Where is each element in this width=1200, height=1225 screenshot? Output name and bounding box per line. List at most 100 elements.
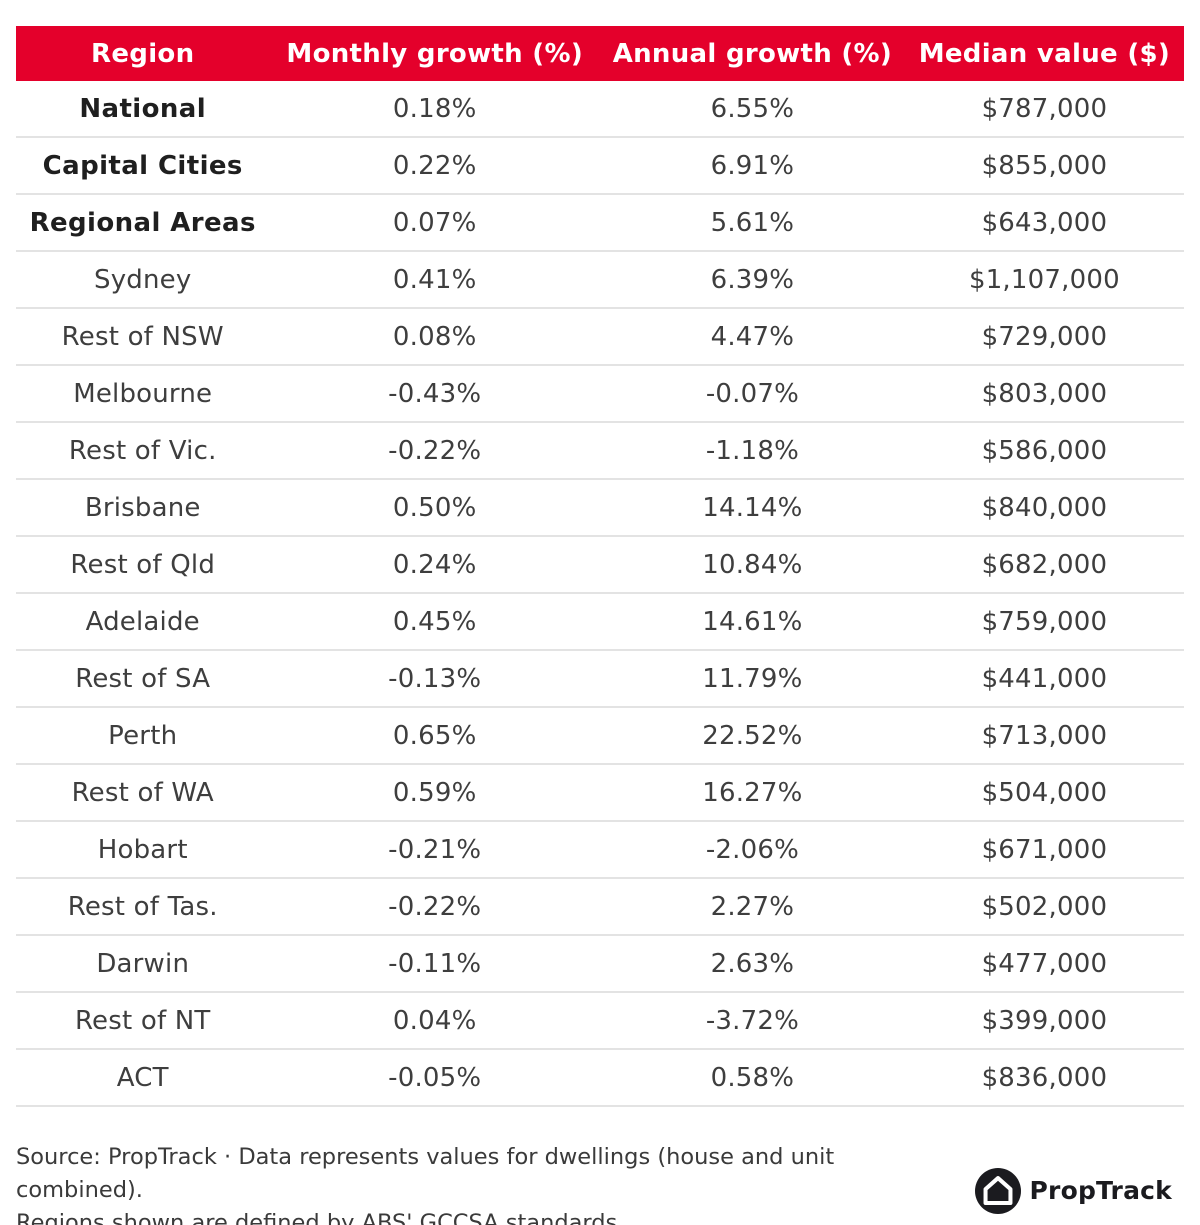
median-value-cell: $729,000 bbox=[981, 321, 1108, 352]
annual-growth-cell: 0.58% bbox=[710, 1062, 795, 1093]
monthly-growth-cell: 0.24% bbox=[392, 549, 477, 580]
median-value-cell: $643,000 bbox=[981, 207, 1108, 238]
table-row: Melbourne -0.43% -0.07% $803,000 bbox=[16, 366, 1184, 423]
table-row: Rest of Tas. -0.22% 2.27% $502,000 bbox=[16, 879, 1184, 936]
median-value-cell: $441,000 bbox=[981, 663, 1108, 694]
annual-growth-cell: 11.79% bbox=[702, 663, 803, 694]
median-value-cell: $399,000 bbox=[981, 1005, 1108, 1036]
table-row: Rest of NT 0.04% -3.72% $399,000 bbox=[16, 993, 1184, 1050]
region-cell: Sydney bbox=[93, 264, 192, 295]
table-row: Rest of Vic. -0.22% -1.18% $586,000 bbox=[16, 423, 1184, 480]
median-value-cell: $836,000 bbox=[981, 1062, 1108, 1093]
table-body: National 0.18% 6.55% $787,000 Capital Ci… bbox=[16, 81, 1184, 1107]
table-header: Region Monthly growth (%) Annual growth … bbox=[16, 26, 1184, 81]
monthly-growth-cell: 0.50% bbox=[392, 492, 477, 523]
monthly-growth-cell: 0.45% bbox=[392, 606, 477, 637]
table-row: Capital Cities 0.22% 6.91% $855,000 bbox=[16, 138, 1184, 195]
table-row: Rest of Qld 0.24% 10.84% $682,000 bbox=[16, 537, 1184, 594]
region-cell: Rest of Qld bbox=[70, 549, 216, 580]
house-icon bbox=[974, 1167, 1021, 1214]
column-header-region: Region bbox=[91, 38, 195, 69]
annual-growth-cell: -1.18% bbox=[705, 435, 799, 466]
table-row: Perth 0.65% 22.52% $713,000 bbox=[16, 708, 1184, 765]
table-row: Sydney 0.41% 6.39% $1,107,000 bbox=[16, 252, 1184, 309]
median-value-cell: $504,000 bbox=[981, 777, 1108, 808]
monthly-growth-cell: 0.41% bbox=[392, 264, 477, 295]
monthly-growth-cell: -0.13% bbox=[388, 663, 482, 694]
annual-growth-cell: 2.27% bbox=[710, 891, 795, 922]
region-cell: Rest of SA bbox=[75, 663, 211, 694]
monthly-growth-cell: -0.22% bbox=[388, 435, 482, 466]
region-cell: Capital Cities bbox=[42, 150, 243, 181]
table-row: National 0.18% 6.55% $787,000 bbox=[16, 81, 1184, 138]
region-cell: Darwin bbox=[96, 948, 190, 979]
region-cell: Rest of Tas. bbox=[67, 891, 218, 922]
median-value-cell: $1,107,000 bbox=[968, 264, 1120, 295]
monthly-growth-cell: -0.21% bbox=[388, 834, 482, 865]
monthly-growth-cell: 0.22% bbox=[392, 150, 477, 181]
median-value-cell: $477,000 bbox=[981, 948, 1108, 979]
monthly-growth-cell: -0.22% bbox=[388, 891, 482, 922]
annual-growth-cell: 10.84% bbox=[702, 549, 803, 580]
property-growth-table: Region Monthly growth (%) Annual growth … bbox=[16, 26, 1184, 1107]
source-note: Source: PropTrack · Data represents valu… bbox=[16, 1141, 955, 1225]
region-cell: ACT bbox=[116, 1062, 169, 1093]
median-value-cell: $502,000 bbox=[981, 891, 1108, 922]
region-cell: National bbox=[79, 93, 207, 124]
monthly-growth-cell: 0.04% bbox=[392, 1005, 477, 1036]
table-row: Regional Areas 0.07% 5.61% $643,000 bbox=[16, 195, 1184, 252]
annual-growth-cell: 22.52% bbox=[702, 720, 803, 751]
median-value-cell: $671,000 bbox=[981, 834, 1108, 865]
table-row: Rest of WA 0.59% 16.27% $504,000 bbox=[16, 765, 1184, 822]
region-cell: Hobart bbox=[97, 834, 188, 865]
proptrack-wordmark: PropTrack bbox=[1029, 1176, 1172, 1205]
table-row: Rest of SA -0.13% 11.79% $441,000 bbox=[16, 651, 1184, 708]
region-cell: Adelaide bbox=[85, 606, 200, 637]
monthly-growth-cell: -0.11% bbox=[388, 948, 482, 979]
median-value-cell: $713,000 bbox=[981, 720, 1108, 751]
median-value-cell: $586,000 bbox=[981, 435, 1108, 466]
annual-growth-cell: 2.63% bbox=[710, 948, 795, 979]
median-value-cell: $787,000 bbox=[981, 93, 1108, 124]
monthly-growth-cell: -0.05% bbox=[388, 1062, 482, 1093]
monthly-growth-cell: 0.08% bbox=[392, 321, 477, 352]
table-row: Rest of NSW 0.08% 4.47% $729,000 bbox=[16, 309, 1184, 366]
annual-growth-cell: -3.72% bbox=[705, 1005, 799, 1036]
column-header-annual-growth: Annual growth (%) bbox=[612, 38, 893, 69]
annual-growth-cell: 5.61% bbox=[710, 207, 795, 238]
monthly-growth-cell: 0.59% bbox=[392, 777, 477, 808]
monthly-growth-cell: 0.18% bbox=[392, 93, 477, 124]
footer: Source: PropTrack · Data represents valu… bbox=[0, 1107, 1200, 1225]
region-cell: Regional Areas bbox=[29, 207, 256, 238]
annual-growth-cell: 6.39% bbox=[710, 264, 795, 295]
annual-growth-cell: -2.06% bbox=[705, 834, 799, 865]
annual-growth-cell: 6.91% bbox=[710, 150, 795, 181]
annual-growth-cell: 16.27% bbox=[702, 777, 803, 808]
region-cell: Melbourne bbox=[73, 378, 213, 409]
annual-growth-cell: 6.55% bbox=[710, 93, 795, 124]
column-header-monthly-growth: Monthly growth (%) bbox=[286, 38, 584, 69]
monthly-growth-cell: 0.07% bbox=[392, 207, 477, 238]
median-value-cell: $682,000 bbox=[981, 549, 1108, 580]
annual-growth-cell: 14.14% bbox=[702, 492, 803, 523]
table-row: Hobart -0.21% -2.06% $671,000 bbox=[16, 822, 1184, 879]
region-cell: Perth bbox=[108, 720, 178, 751]
column-header-median-value: Median value ($) bbox=[918, 38, 1171, 69]
median-value-cell: $855,000 bbox=[981, 150, 1108, 181]
monthly-growth-cell: -0.43% bbox=[388, 378, 482, 409]
proptrack-logo: PropTrack bbox=[974, 1167, 1172, 1214]
table-row: Brisbane 0.50% 14.14% $840,000 bbox=[16, 480, 1184, 537]
region-cell: Rest of Vic. bbox=[68, 435, 217, 466]
median-value-cell: $803,000 bbox=[981, 378, 1108, 409]
table-row: ACT -0.05% 0.58% $836,000 bbox=[16, 1050, 1184, 1107]
median-value-cell: $840,000 bbox=[981, 492, 1108, 523]
region-cell: Rest of NT bbox=[74, 1005, 211, 1036]
annual-growth-cell: -0.07% bbox=[705, 378, 799, 409]
table-row: Darwin -0.11% 2.63% $477,000 bbox=[16, 936, 1184, 993]
monthly-growth-cell: 0.65% bbox=[392, 720, 477, 751]
source-note-line2: Regions shown are defined by ABS' GCCSA … bbox=[16, 1210, 625, 1225]
region-cell: Brisbane bbox=[84, 492, 201, 523]
table-row: Adelaide 0.45% 14.61% $759,000 bbox=[16, 594, 1184, 651]
region-cell: Rest of WA bbox=[71, 777, 214, 808]
median-value-cell: $759,000 bbox=[981, 606, 1108, 637]
